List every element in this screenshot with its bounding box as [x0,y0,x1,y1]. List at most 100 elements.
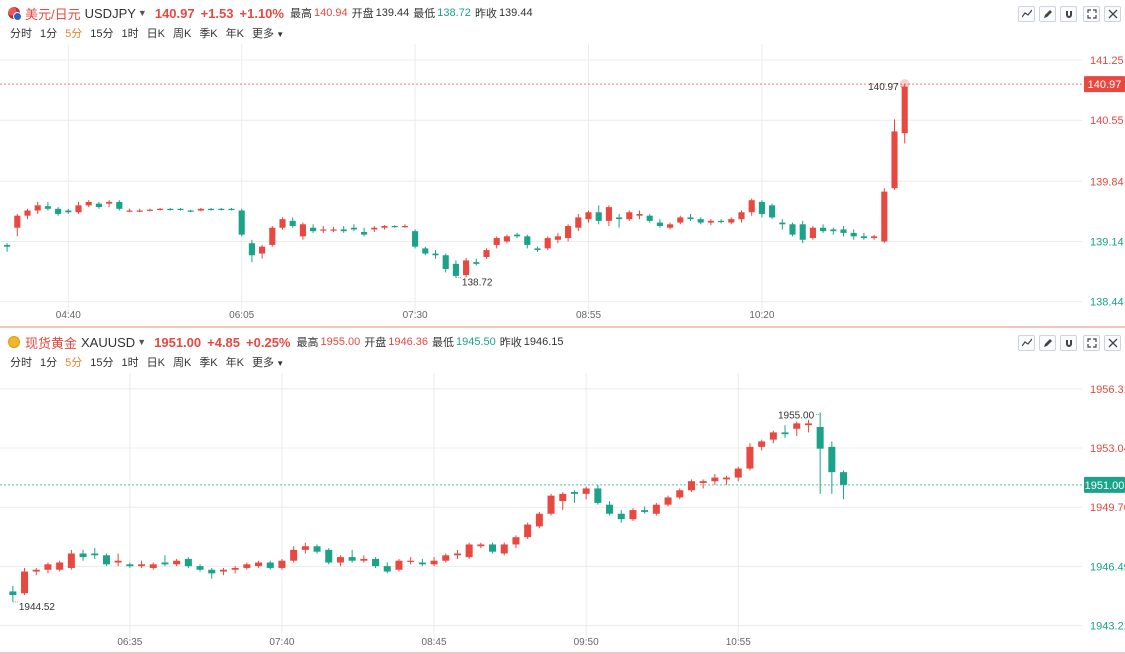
window-tools [1083,335,1121,351]
candle-body [238,210,245,235]
expand-icon[interactable] [1083,335,1100,351]
candle-body [407,560,415,562]
tab-weekly[interactable]: 周K [172,28,192,40]
period-tabs: 分时 1分 5分 15分 1时 日K 周K 季K 年K 更多 ▼ [10,25,292,41]
close-icon[interactable] [1104,6,1121,22]
candle-body [524,236,531,245]
candle-body [85,201,92,206]
xauusd-candlestick-chart[interactable]: 1956.31 1953.04 1949.76 1946.49 1943.21 06:35… [0,373,1125,653]
low-label: 最低 [413,8,436,20]
prev-close-label: 昨收 [474,8,497,20]
pen-icon[interactable] [1039,335,1056,351]
last-price-badge-label: 1951.00 [1085,480,1125,492]
pen-icon[interactable] [1039,6,1056,22]
tab-more[interactable]: 更多 ▼ [252,357,285,369]
tab-yearly[interactable]: 年K [225,28,244,40]
candle-body [259,246,266,254]
tab-timeshare[interactable]: 分时 [10,28,32,40]
candle-body [67,553,75,568]
candle-body [594,488,602,503]
tab-yearly[interactable]: 年K [225,357,244,369]
candle-body [422,248,429,254]
candle-body [850,232,857,237]
usdjpy-candlestick-chart[interactable]: 141.25 140.55 139.84 139.14 138.44 04:40 06:05… [0,44,1125,328]
x-tick-label: 09:50 [574,637,599,648]
tab-15min[interactable]: 15分 [90,357,114,369]
candle-body [565,226,572,239]
tab-daily[interactable]: 日K [146,28,165,40]
candle-body [157,208,164,211]
tab-daily[interactable]: 日K [146,357,165,369]
line-tool-icon[interactable] [1018,335,1035,351]
tab-1min[interactable]: 1分 [40,28,58,40]
candle-body [452,263,459,276]
close-icon[interactable] [1104,335,1121,351]
tab-timeshare[interactable]: 分时 [10,357,32,369]
candle-body [687,481,695,491]
line-tool-icon[interactable] [1018,6,1035,22]
candle-body [891,131,898,189]
low-annotation: 138.72 [462,278,493,289]
candle-body [299,224,306,237]
candle-body [711,477,719,482]
candle-body [734,468,742,478]
tab-quarterly[interactable]: 季K [199,28,218,40]
candle-body [570,492,578,494]
candle-body [102,555,110,565]
y-tick-label: 1953.04 [1090,443,1125,455]
candle-body [173,560,181,565]
tab-5min[interactable]: 5分 [65,357,83,369]
candle-body [418,562,426,565]
symbol-dropdown-caret-icon[interactable]: ▼ [137,337,147,347]
tab-15min[interactable]: 15分 [90,28,114,40]
candle-body [126,210,133,212]
candle-body [79,553,87,558]
tab-1min[interactable]: 1分 [40,357,58,369]
tab-more[interactable]: 更多 ▼ [252,28,285,40]
candle-body [75,205,82,213]
expand-icon[interactable] [1083,6,1100,22]
candle-body [21,571,29,594]
x-tick-label: 10:55 [726,637,751,648]
tab-1hour[interactable]: 1时 [121,357,139,369]
candle-body [310,227,317,232]
candle-body [723,477,731,480]
candle-body [881,191,888,242]
candle-body [500,544,508,554]
symbol-code[interactable]: USDJPY [84,5,136,21]
tab-5min[interactable]: 5分 [65,28,83,40]
window-tools [1083,6,1121,22]
symbol-code[interactable]: XAUUSD [81,334,136,350]
symbol-name[interactable]: 现货黄金 [25,335,78,351]
candle-body [582,488,590,494]
candle-body [804,423,812,426]
tab-1hour[interactable]: 1时 [121,28,139,40]
symbol-dropdown-caret-icon[interactable]: ▼ [137,8,147,18]
candle-body [228,208,235,211]
candle-body [4,244,11,247]
candle-body [290,549,298,561]
magnet-icon[interactable] [1060,335,1077,351]
price-change: +4.85 [207,334,241,350]
candle-body [278,560,286,568]
candle-body [465,544,473,558]
magnet-icon[interactable] [1060,6,1077,22]
candle-body [231,567,239,570]
tab-quarterly[interactable]: 季K [199,357,218,369]
candle-body [219,569,227,572]
candle-body [871,236,878,239]
symbol-name[interactable]: 美元/日元 [25,6,81,22]
open-label: 开盘 [351,8,374,20]
drawing-tools [1018,6,1077,22]
candle-body [395,560,403,570]
candle-body [116,201,123,209]
candle-body [255,562,263,567]
candle-body [381,226,388,228]
candle-body [218,208,225,211]
tab-weekly[interactable]: 周K [172,357,192,369]
candle-body [667,224,674,228]
last-price-badge [1084,476,1125,493]
candle-body [758,441,766,447]
y-tick-label: 1943.21 [1090,621,1125,633]
candle-body [430,560,438,565]
